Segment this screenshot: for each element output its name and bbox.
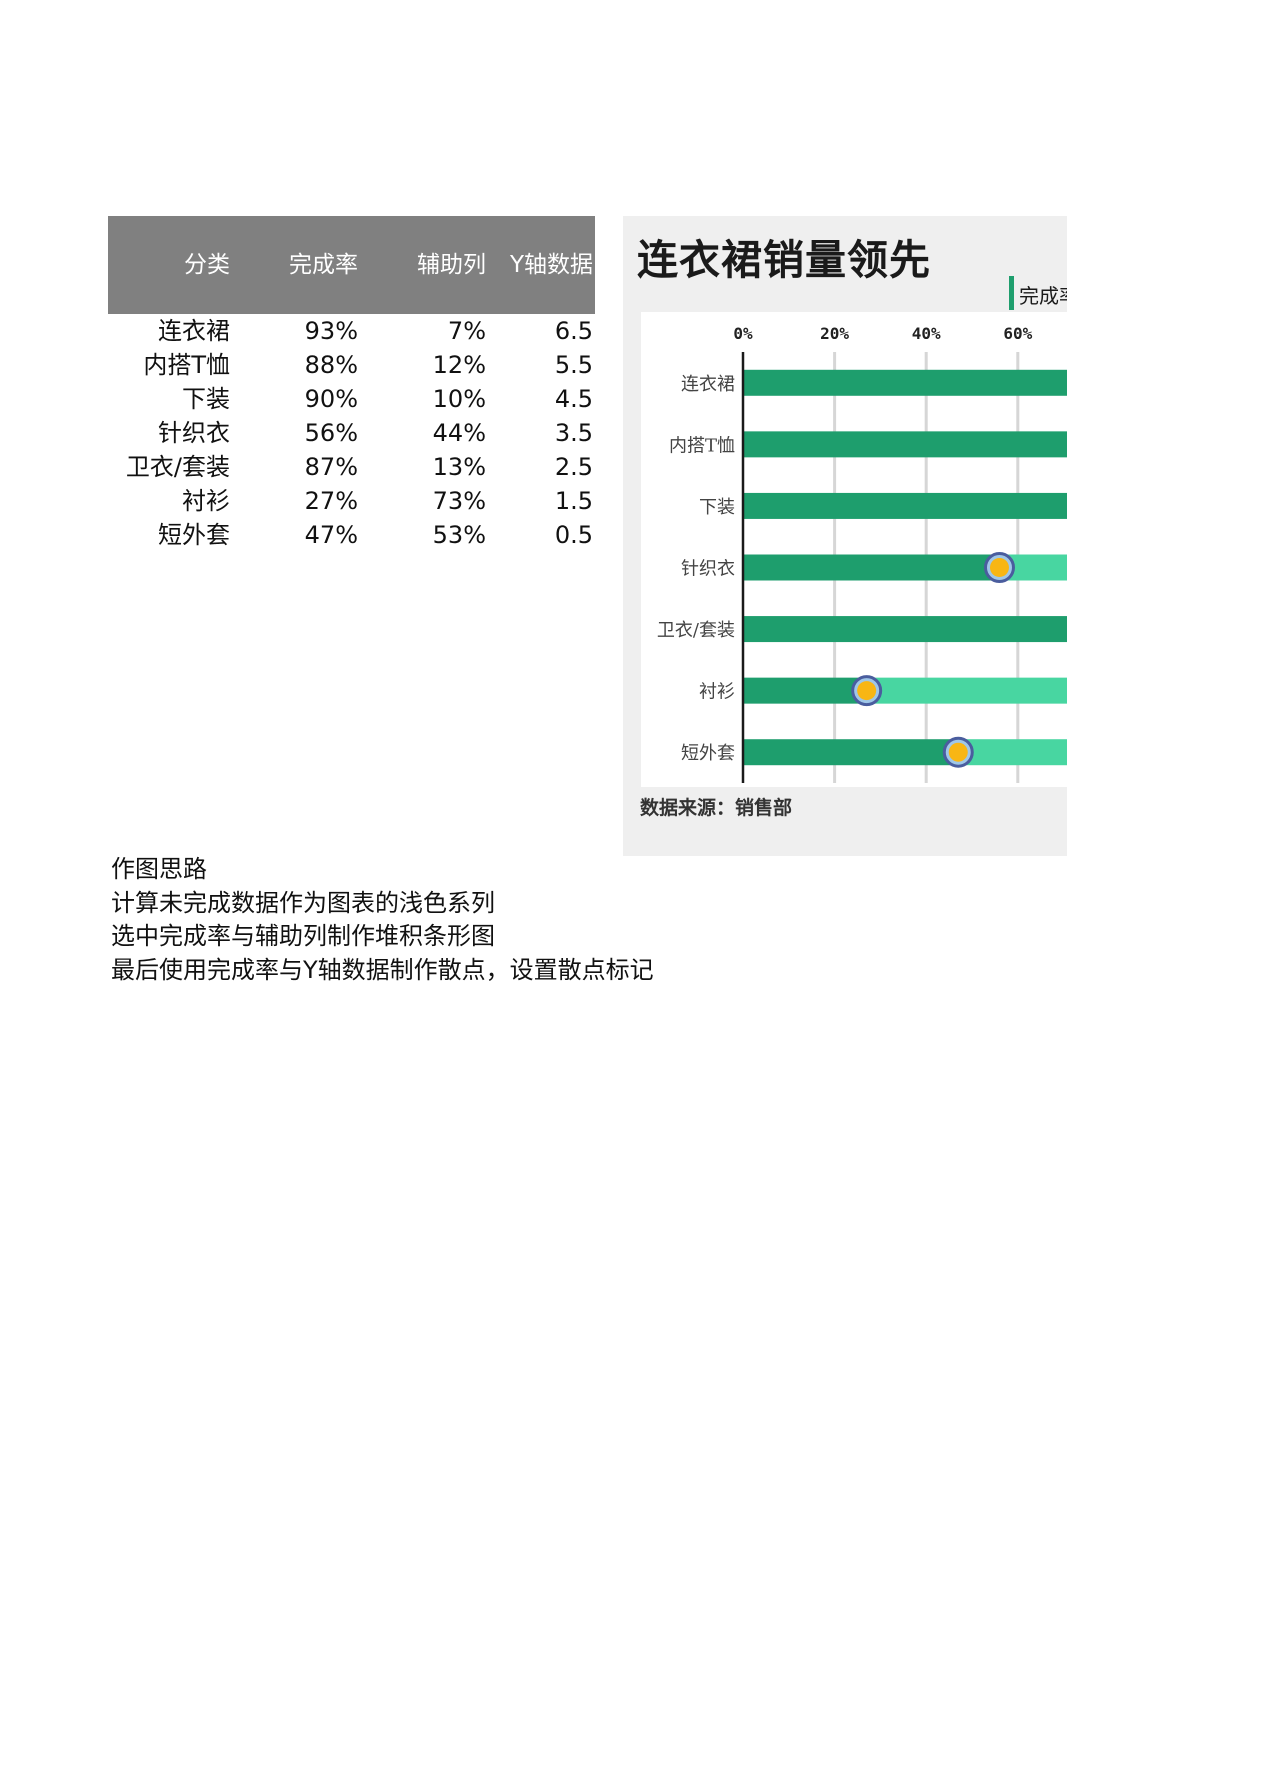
table-row: 卫衣/套装 87% 13% 2.5 [108,450,595,484]
table-body: 连衣裙 93% 7% 6.5 内搭T恤 88% 12% 5.5 下装 90% 1… [108,314,595,554]
y-category-label: 衬衫 [699,682,735,703]
bar-completion [743,677,867,704]
note-line: 选中完成率与辅助列制作堆积条形图 [111,922,495,950]
cell-category: 内搭T恤 [143,351,230,379]
y-category-label: 短外套 [681,743,735,764]
table-header: 分类 完成率 辅助列 Y轴数据 [108,216,595,314]
bar-completion [743,554,1000,581]
y-category-label: 内搭T恤 [669,435,735,456]
cell-category: 针织衣 [158,419,230,447]
cell-category: 卫衣/套装 [125,453,230,481]
scatter-marker-fill [948,742,968,762]
y-category-label: 下装 [699,497,735,518]
cell-y-axis: 1.5 [554,487,593,515]
cell-y-axis: 0.5 [554,521,593,549]
bar-completion [743,616,1067,643]
cell-helper: 7% [447,317,486,345]
data-table: 分类 完成率 辅助列 Y轴数据 连衣裙 93% 7% 6.5 内搭T恤 88% … [108,216,595,554]
cell-completion-rate: 87% [304,453,358,481]
cell-category: 短外套 [158,521,230,549]
bar-remaining [958,739,1067,766]
table-row: 针织衣 56% 44% 3.5 [108,416,595,450]
header-helper-column: 辅助列 [417,252,486,278]
cell-helper: 73% [432,487,486,515]
cell-helper: 53% [432,521,486,549]
legend-label: 完成率 [1019,284,1067,308]
notes-heading: 作图思路 [111,855,207,883]
table-row: 下装 90% 10% 4.5 [108,382,595,416]
chart-title: 连衣裙销量领先 [637,236,931,284]
cell-helper: 13% [432,453,486,481]
header-category: 分类 [184,252,230,278]
table-row: 短外套 47% 53% 0.5 [108,518,595,552]
cell-y-axis: 6.5 [554,317,593,345]
table-row: 内搭T恤 88% 12% 5.5 [108,348,595,382]
x-tick-label: 20% [820,324,849,343]
cell-completion-rate: 56% [304,419,358,447]
bar-remaining [866,677,1067,704]
notes: 作图思路 计算未完成数据作为图表的浅色系列 选中完成率与辅助列制作堆积条形图 最… [111,853,654,987]
cell-y-axis: 4.5 [554,385,593,413]
cell-y-axis: 2.5 [554,453,593,481]
table-row: 连衣裙 93% 7% 6.5 [108,314,595,348]
cell-helper: 12% [432,351,486,379]
x-tick-label: 40% [912,324,941,343]
bar-completion [743,369,1067,396]
scatter-marker-fill [989,558,1009,577]
cell-completion-rate: 27% [304,487,358,515]
cell-helper: 10% [432,385,486,413]
cell-category: 下装 [182,385,230,413]
y-category-label: 连衣裙 [681,374,735,395]
bar-completion [743,492,1067,519]
table-row: 衬衫 27% 73% 1.5 [108,484,595,518]
cell-category: 连衣裙 [158,317,230,345]
cell-helper: 44% [432,419,486,447]
cell-completion-rate: 88% [304,351,358,379]
cell-y-axis: 3.5 [554,419,593,447]
chart-panel: 连衣裙销量领先 完成率 0%20%40%60%80%连衣裙内搭T恤下装针织衣卫衣… [623,216,1067,856]
x-tick-label: 0% [733,324,753,343]
note-line: 最后使用完成率与Y轴数据制作散点，设置散点标记 [111,955,654,984]
note-line: 计算未完成数据作为图表的浅色系列 [111,888,495,917]
x-tick-label: 60% [1003,324,1032,343]
legend-swatch [1009,276,1014,310]
cell-y-axis: 5.5 [554,351,593,379]
cell-completion-rate: 47% [304,521,358,549]
y-category-label: 卫衣/套装 [657,620,735,641]
bar-completion [743,739,959,766]
cell-category: 衬衫 [182,487,230,515]
bar-completion [743,431,1067,458]
header-y-axis-data: Y轴数据 [509,252,593,278]
y-category-label: 针织衣 [681,559,735,580]
cell-completion-rate: 90% [304,385,358,413]
header-completion-rate: 完成率 [289,252,358,278]
chart-source-note: 数据来源：销售部 [640,797,793,819]
scatter-marker-fill [857,681,877,701]
cell-completion-rate: 93% [304,317,358,345]
